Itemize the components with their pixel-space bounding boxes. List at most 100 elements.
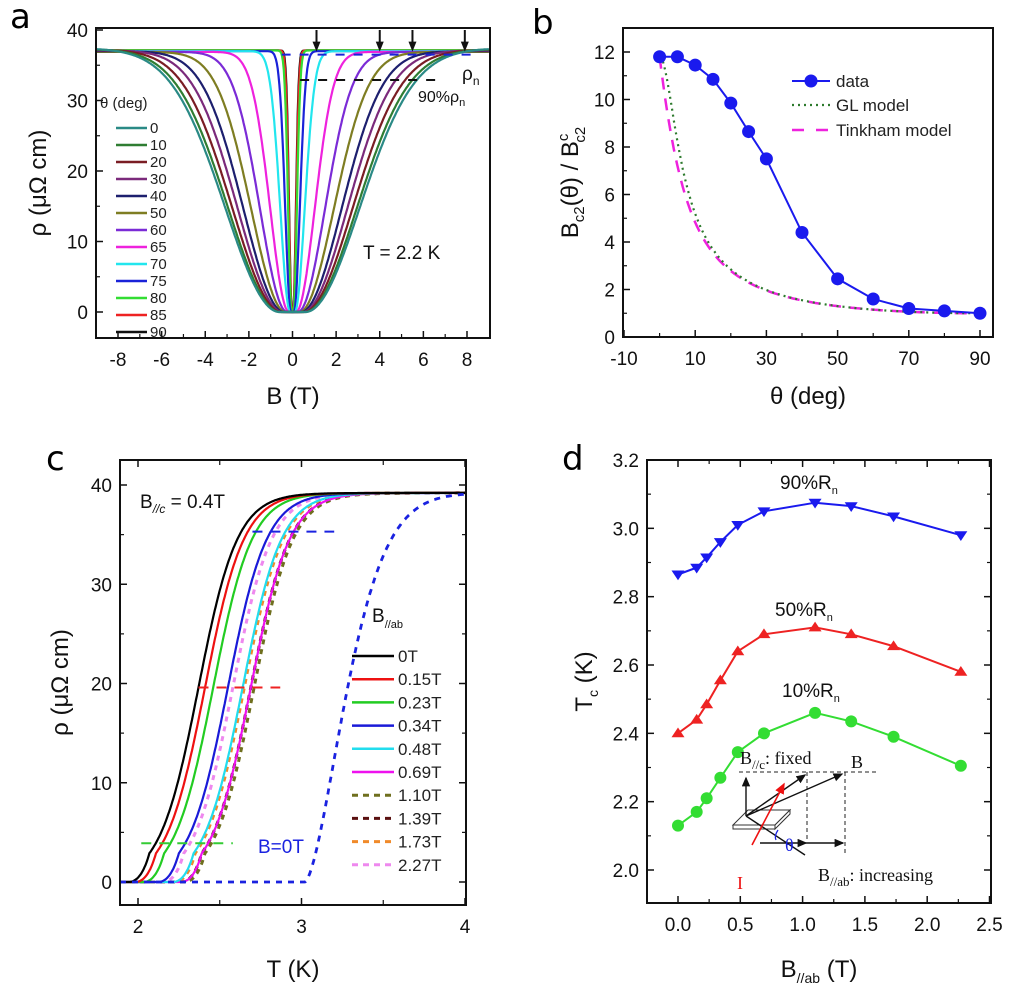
bc-rest: : fixed [765, 748, 812, 768]
data-point [809, 706, 822, 719]
x-tick-label: 2 [331, 350, 342, 371]
legend-label-data: data [836, 72, 870, 91]
data-point [954, 531, 968, 542]
inset-theta-label: θ [785, 835, 794, 855]
data-point [671, 727, 685, 738]
data-point [757, 727, 770, 740]
y-tick-label: 2.8 [613, 588, 639, 609]
temperature-annotation: T = 2.2 K [363, 243, 441, 264]
data-point [731, 746, 744, 759]
x-tick-label: -4 [197, 350, 214, 371]
y-title-rest: (K) [571, 651, 598, 690]
x-tick-label: 2.0 [914, 915, 940, 936]
y-tick-label: 10 [67, 233, 88, 254]
legend-label-2-27T: 2.27T [398, 856, 441, 875]
data-point [937, 304, 951, 318]
bab-main: B [818, 865, 830, 885]
data-point [706, 72, 720, 86]
arrow-down-icon [460, 41, 469, 52]
plot-frame [646, 459, 992, 904]
y-title-mid: (θ) / B [557, 141, 584, 206]
x-axis-title: B (T) [266, 383, 319, 410]
legend-label-40: 40 [150, 188, 167, 205]
inset-b-label: B [851, 752, 863, 772]
legend-label-60: 60 [150, 222, 167, 239]
data-point [653, 50, 667, 64]
ninety-percent-label: 90%ρn [418, 89, 465, 109]
data-point [690, 713, 704, 724]
b0-label: B=0T [258, 837, 304, 858]
y-tick-label: 8 [604, 138, 615, 159]
x-tick-label: 2.5 [976, 915, 1002, 936]
y-title-sub2: c2 [572, 127, 589, 143]
data-point [671, 570, 685, 581]
x-tick-label: 6 [418, 350, 429, 371]
panel-b: -10 10 30 50 70 90 0 2 4 6 8 10 12 θ (deg) Bc2(θ) / Bc… [555, 27, 994, 410]
x-tick-label: 1.0 [789, 915, 815, 936]
data-point [731, 521, 745, 531]
rho-n-main: ρ [462, 64, 473, 85]
y-tick-label: 30 [67, 92, 88, 113]
x-title-sub: //ab [797, 970, 821, 986]
field-c-annotation: B//c = 0.4T [140, 492, 225, 516]
data-point [757, 628, 771, 639]
y-title-sub1: c2 [571, 206, 588, 222]
data-point [742, 125, 756, 139]
legend-label-1-10T: 1.10T [398, 786, 441, 805]
series-label-1: 50%Rn [775, 600, 833, 624]
legend-label-90: 90 [150, 324, 167, 341]
series-label-2: 10%Rn [782, 681, 840, 705]
curves-a [97, 48, 489, 314]
y-tick-label: 10 [594, 91, 615, 112]
x-tick-label: -2 [240, 350, 257, 371]
rho-n-label: ρn [462, 64, 480, 88]
x-axis-title: θ (deg) [770, 383, 846, 410]
tinkham-model-curve [658, 56, 981, 315]
x-tick-label: 30 [756, 349, 777, 370]
y-tick-label: 2.4 [613, 724, 640, 745]
series-line-1 [677, 626, 962, 735]
inset-current-arrow [751, 782, 785, 846]
data-point [759, 152, 773, 166]
inset-sample-side [732, 808, 791, 831]
bab-rest: : increasing [850, 865, 933, 885]
y-axis-title: Bc2(θ) / Bcc2 [555, 127, 589, 239]
gl-model-curve [658, 55, 981, 315]
data-point [887, 512, 901, 523]
data-point [700, 698, 714, 709]
series-label-main: 50%R [775, 600, 827, 621]
x-tick-label: 50 [827, 349, 848, 370]
x-title-rest: (T) [820, 956, 857, 983]
legend-label-50: 50 [150, 205, 167, 222]
x-tick-label: 0 [287, 350, 298, 371]
data-point [724, 96, 738, 110]
data-point [866, 292, 880, 306]
y-tick-label: 10 [91, 774, 112, 795]
x-tick-label: 10 [685, 349, 706, 370]
legend-title: B//ab [372, 606, 403, 631]
legend-label-75: 75 [150, 273, 167, 290]
data-point [670, 50, 684, 64]
inset-theta-arc [774, 829, 779, 841]
ninety-main: 90%ρ [418, 89, 459, 106]
y-tick-label: 4 [604, 233, 615, 254]
annot-b: B [140, 492, 153, 513]
x-axis-title: B//ab (T) [781, 956, 858, 986]
series-label-sub: n [832, 485, 838, 497]
x-tick-label: 0.0 [665, 915, 691, 936]
y-tick-label: 20 [91, 675, 112, 696]
data-point [831, 272, 845, 286]
legend-label-0-15T: 0.15T [398, 670, 441, 689]
y-tick-label: 12 [594, 43, 615, 64]
x-tick-label: 4 [460, 917, 471, 938]
data-point [700, 792, 713, 805]
x-tick-label: 3 [296, 917, 307, 938]
legend-title: θ (deg) [100, 95, 148, 112]
y-tick-label: 0 [604, 328, 615, 349]
x-tick-label: 1.5 [852, 915, 878, 936]
legend-marker-data [804, 74, 818, 88]
legend-label-tinkham: Tinkham model [836, 121, 952, 140]
legend-label-10: 10 [150, 137, 167, 154]
